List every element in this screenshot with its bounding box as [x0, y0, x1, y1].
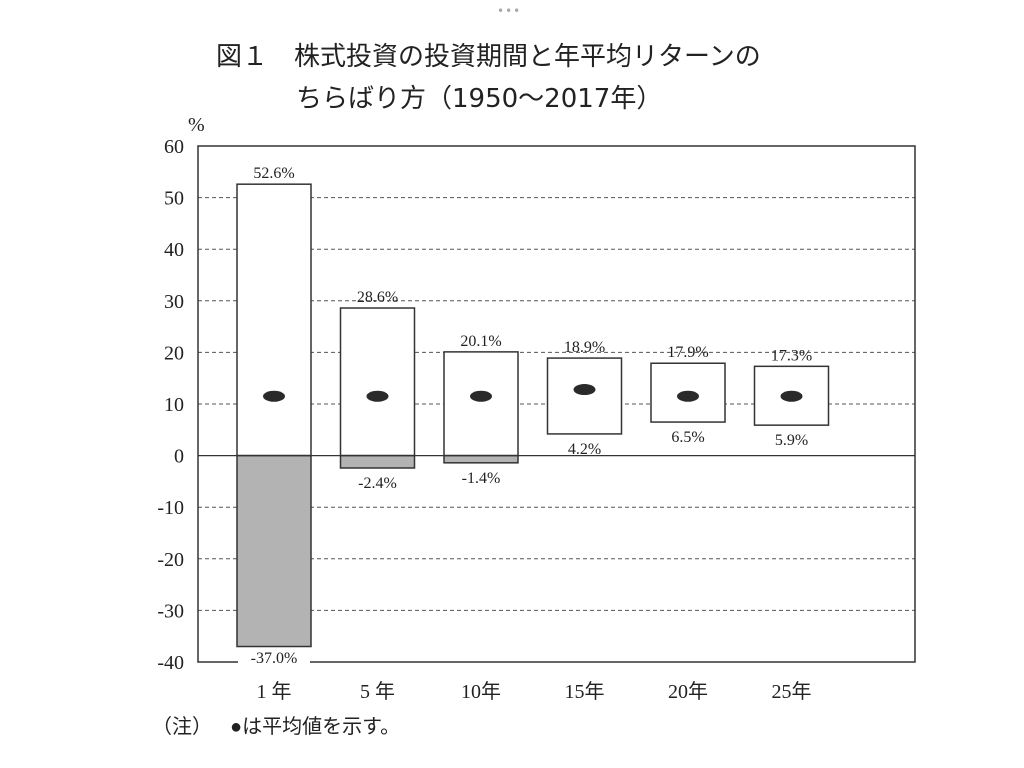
y-tick-label: 40: [164, 239, 184, 261]
mean-marker: [263, 390, 285, 402]
chart-title: 図１ 株式投資の投資期間と年平均リターンの: [216, 36, 761, 73]
mean-marker: [366, 390, 389, 402]
mean-marker: [573, 384, 596, 396]
x-tick-label: 25年: [772, 680, 812, 703]
min-label: 4.2%: [568, 441, 601, 458]
bar-negative: [339, 454, 416, 469]
note-text: ●は平均値を示す。: [230, 716, 401, 738]
max-label: 17.9%: [667, 344, 708, 361]
bar-negative: [236, 454, 312, 648]
mean-marker: [470, 390, 492, 402]
mean-marker: [780, 390, 803, 402]
min-label: 5.9%: [775, 432, 808, 449]
x-tick-label: 5 年: [360, 680, 395, 703]
title-line-2: ちらばり方（1950〜2017年）: [296, 84, 663, 114]
bar-range: [546, 357, 623, 435]
y-tick-label: 60: [164, 136, 184, 158]
y-tick-label: 50: [164, 188, 184, 210]
y-tick-label: 10: [164, 394, 184, 416]
bar-positive: [236, 183, 312, 457]
y-tick-label: 30: [164, 291, 184, 313]
plot-frame: [197, 145, 916, 663]
y-tick-label: 0: [174, 446, 184, 468]
chart-note: （注） ●は平均値を示す。: [152, 710, 400, 739]
figure-label: 図１: [216, 42, 269, 71]
mean-marker: [677, 390, 699, 402]
x-tick-label: 1 年: [257, 680, 292, 703]
x-tick-label: 10年: [461, 680, 501, 703]
max-label: 28.6%: [357, 289, 398, 306]
bar-positive: [443, 351, 519, 457]
min-label: -1.4%: [462, 470, 501, 487]
y-tick-label: -40: [157, 652, 184, 674]
title-line-1: 株式投資の投資期間と年平均リターンの: [294, 42, 761, 72]
bar-negative: [443, 454, 519, 464]
max-label: 20.1%: [460, 333, 501, 350]
bar-positive: [339, 307, 416, 457]
max-label: 18.9%: [564, 339, 605, 356]
max-label: 52.6%: [253, 165, 294, 182]
y-tick-label: -10: [157, 497, 184, 519]
min-label: -37.0%: [251, 650, 298, 667]
y-axis-unit: %: [188, 114, 205, 136]
x-tick-label: 15年: [565, 680, 605, 703]
y-tick-label: -30: [157, 600, 184, 622]
x-tick-label: 20年: [668, 680, 708, 703]
max-label: 17.3%: [771, 347, 812, 364]
note-label: （注）: [152, 716, 212, 738]
label-bg: [238, 649, 310, 667]
y-tick-label: -20: [157, 549, 184, 571]
min-label: -2.4%: [358, 475, 397, 492]
min-label: 6.5%: [671, 429, 704, 446]
y-tick-label: 20: [164, 342, 184, 364]
menu-dots[interactable]: •••: [497, 4, 522, 18]
